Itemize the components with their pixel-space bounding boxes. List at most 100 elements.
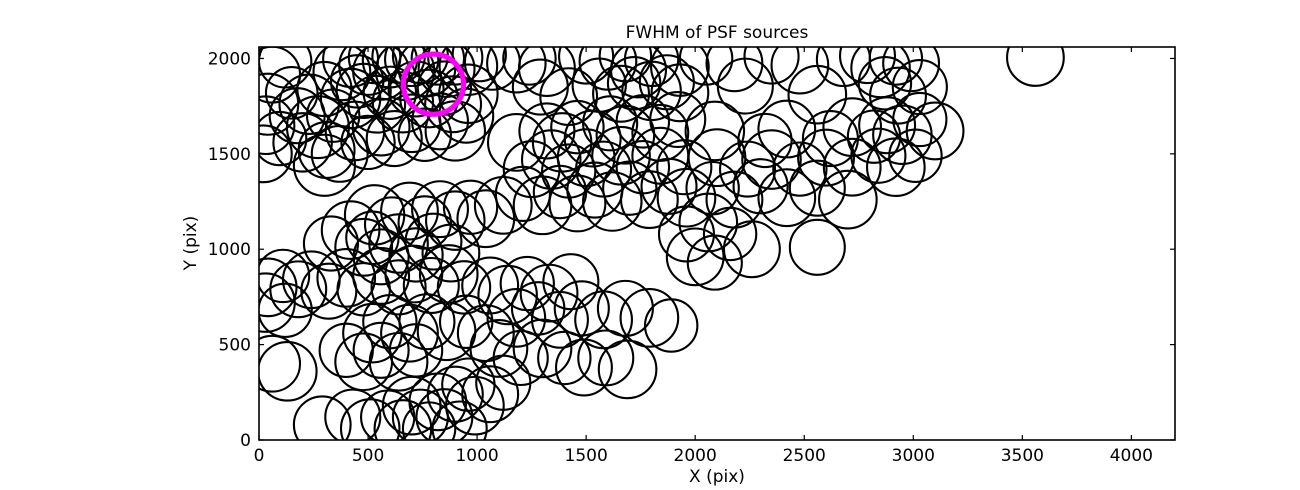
- psf-source-marker: [351, 97, 411, 157]
- psf-source-marker: [741, 129, 802, 190]
- psf-source-marker: [365, 110, 423, 168]
- psf-source-marker: [888, 128, 943, 183]
- y-tick-label: 2000: [208, 49, 251, 69]
- psf-source-marker: [324, 388, 382, 440]
- psf-source-marker: [558, 47, 615, 85]
- psf-source-marker: [380, 303, 439, 363]
- psf-source-marker: [436, 260, 492, 315]
- psf-source-marker: [475, 354, 532, 411]
- psf-source-markers: [259, 47, 1065, 440]
- psf-source-marker: [259, 341, 318, 402]
- psf-source-marker: [388, 227, 444, 283]
- psf-source-marker: [502, 47, 557, 86]
- y-tick-label: 500: [219, 336, 251, 356]
- x-tick-label: 1000: [455, 446, 498, 466]
- y-tick-label: 1000: [208, 240, 251, 260]
- psf-source-marker: [548, 174, 607, 233]
- psf-source-marker: [259, 124, 293, 184]
- psf-source-marker: [380, 181, 439, 241]
- psf-source-marker: [686, 234, 743, 291]
- psf-source-marker: [537, 330, 592, 386]
- psf-source-marker: [362, 65, 418, 121]
- psf-source-marker: [619, 288, 680, 348]
- psf-source-marker: [520, 129, 582, 190]
- psf-source-marker: [310, 124, 369, 183]
- psf-source-marker: [665, 227, 725, 287]
- psf-source-marker: [882, 47, 941, 93]
- psf-source-marker: [352, 321, 410, 379]
- psf-source-marker: [656, 139, 713, 196]
- psf-source-marker: [582, 95, 639, 152]
- psf-source-marker: [732, 158, 789, 215]
- psf-source-marker: [259, 282, 313, 338]
- psf-source-marker: [577, 329, 635, 387]
- psf-source-marker: [857, 56, 913, 111]
- psf-source-marker: [320, 200, 381, 260]
- psf-source-marker: [850, 127, 907, 184]
- x-tick-label: 4000: [1110, 446, 1153, 466]
- psf-source-marker: [451, 47, 507, 83]
- psf-source-marker: [486, 47, 547, 94]
- psf-source-marker: [426, 365, 484, 423]
- psf-source-marker: [410, 47, 466, 86]
- psf-source-marker: [312, 47, 372, 102]
- psf-source-marker: [340, 114, 396, 171]
- psf-source-marker: [259, 257, 298, 318]
- x-tick-label: 3500: [1001, 446, 1044, 466]
- psf-source-marker: [438, 47, 499, 96]
- psf-source-marker: [402, 256, 460, 314]
- psf-source-marker: [272, 112, 333, 173]
- psf-source-marker: [643, 298, 699, 353]
- psf-source-marker: [397, 107, 452, 162]
- axis-ticks: [258, 47, 1175, 441]
- psf-source-marker: [619, 170, 679, 230]
- psf-source-marker: [431, 400, 488, 440]
- psf-source-marker: [259, 334, 302, 393]
- psf-source-marker: [597, 339, 658, 400]
- psf-source-marker: [602, 160, 658, 216]
- psf-source-marker: [456, 189, 516, 249]
- psf-source-marker: [621, 60, 682, 122]
- psf-source-marker: [411, 180, 469, 239]
- psf-source-marker: [292, 395, 352, 440]
- psf-source-marker: [757, 99, 817, 159]
- psf-source-marker: [687, 128, 747, 188]
- psf-source-marker: [461, 365, 520, 424]
- psf-source-marker: [1006, 47, 1065, 87]
- psf-source-marker: [818, 169, 878, 230]
- psf-source-marker: [822, 137, 882, 197]
- psf-source-marker: [302, 215, 360, 272]
- y-axis-label: Y (pix): [181, 216, 201, 272]
- x-axis-label: X (pix): [689, 467, 745, 487]
- psf-source-marker: [649, 90, 707, 149]
- psf-source-marker: [891, 58, 948, 116]
- psf-source-marker: [532, 164, 588, 220]
- psf-source-marker: [757, 168, 817, 228]
- psf-source-marker: [510, 281, 566, 336]
- psf-source-marker: [486, 288, 547, 348]
- psf-source-marker: [553, 280, 610, 337]
- psf-source-marker: [411, 92, 469, 151]
- x-tick-label: 2000: [674, 446, 717, 466]
- psf-source-marker: [772, 141, 828, 197]
- psf-source-marker: [347, 74, 407, 134]
- psf-source-marker: [615, 94, 671, 149]
- psf-source-marker: [486, 112, 546, 172]
- psf-source-marker: [788, 159, 846, 217]
- psf-source-marker: [838, 47, 897, 85]
- psf-source-marker: [352, 246, 411, 305]
- psf-source-marker: [494, 165, 551, 222]
- psf-source-marker: [716, 57, 774, 115]
- axis-tick-labels: 0 500 1000 1500 2000 2500 3000 3500 4000 0 500 1000…: [208, 49, 1153, 466]
- x-tick-label: 0: [254, 446, 265, 466]
- psf-source-marker: [404, 212, 463, 271]
- psf-source-marker: [335, 62, 392, 119]
- psf-source-marker: [743, 47, 800, 85]
- psf-source-marker: [259, 248, 311, 304]
- psf-source-marker: [338, 47, 398, 96]
- psf-source-marker: [371, 71, 435, 134]
- axes-frame: [258, 46, 1176, 441]
- psf-source-marker: [345, 210, 400, 266]
- psf-source-marker: [770, 47, 830, 95]
